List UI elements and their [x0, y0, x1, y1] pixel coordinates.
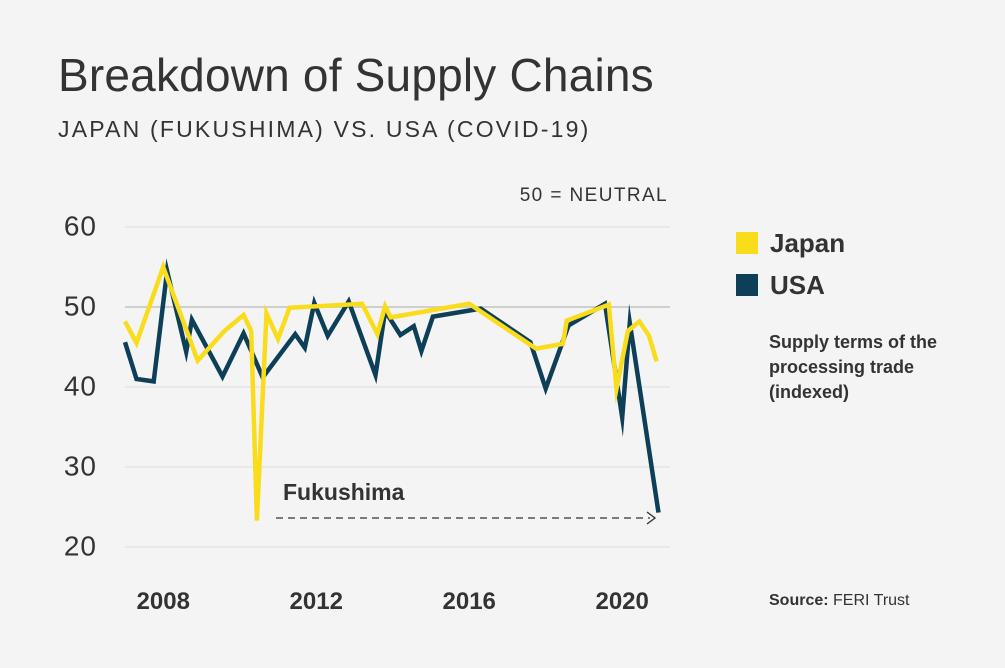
x-tick-label-2016: 2016: [443, 588, 496, 615]
series-line-japan: [123, 260, 659, 521]
fukushima-annotation: Fukushima: [276, 479, 657, 525]
legend-swatch-usa: [736, 274, 758, 296]
legend-item-japan: Japan: [736, 222, 845, 264]
chart-subtitle: JAPAN (FUKUSHIMA) VS. USA (COVID-19): [58, 116, 591, 142]
fukushima-arrow-head: [646, 511, 657, 525]
fukushima-label: Fukushima: [283, 479, 405, 505]
x-tick-label-2020: 2020: [595, 588, 648, 615]
source-label: Source:: [769, 592, 829, 609]
y-tick-label-20: 20: [64, 530, 97, 561]
source-credit: Source: FERI Trust: [769, 592, 909, 610]
y-axis-tick-labels: 20 30 40 50 60: [64, 210, 97, 561]
chart-title: Breakdown of Supply Chains: [58, 49, 654, 101]
legend: Japan USA: [736, 222, 845, 306]
legend-item-usa: USA: [736, 264, 845, 306]
grid-lines: [125, 226, 670, 548]
y-tick-label-40: 40: [64, 370, 97, 401]
y-tick-label-50: 50: [64, 290, 97, 321]
legend-swatch-japan: [736, 232, 758, 254]
y-tick-label-60: 60: [64, 210, 97, 241]
legend-label-usa: USA: [770, 269, 825, 300]
chart-note: Supply terms of the processing trade (in…: [769, 332, 938, 402]
series-lines: [122, 258, 661, 521]
neutral-note: 50 = NEUTRAL: [520, 185, 668, 206]
x-tick-label-2008: 2008: [137, 588, 190, 615]
x-tick-label-2012: 2012: [290, 588, 343, 615]
source-value: FERI Trust: [833, 592, 910, 609]
x-axis-tick-labels: 2008 2012 2016 2020: [137, 588, 649, 615]
legend-label-japan: Japan: [770, 227, 846, 258]
y-tick-label-30: 30: [64, 450, 97, 481]
